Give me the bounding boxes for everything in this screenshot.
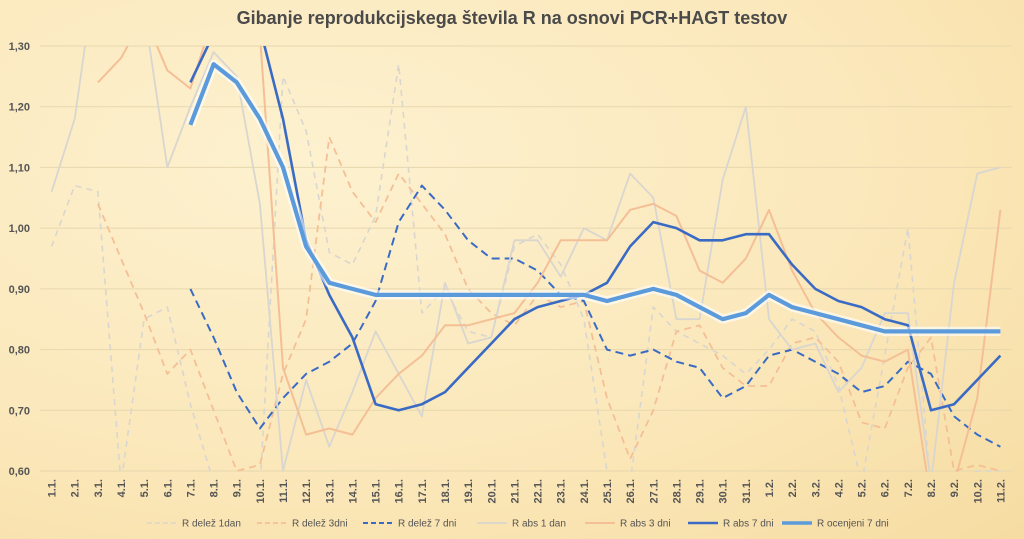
x-tick-label: 13.1. xyxy=(324,479,336,503)
series-line xyxy=(188,62,1001,334)
x-tick-label: 11.2. xyxy=(995,479,1007,503)
series-line xyxy=(97,136,1001,472)
x-tick-label: 5.1. xyxy=(139,479,151,497)
x-tick-label: 5.2. xyxy=(857,479,869,497)
grid-lines xyxy=(40,45,1012,472)
x-tick-label: 21.1. xyxy=(509,479,521,503)
series-line xyxy=(50,63,1001,472)
x-tick-label: 26.1. xyxy=(625,479,637,503)
x-tick-label: 17.1. xyxy=(417,479,429,503)
x-tick-label: 18.1. xyxy=(440,479,452,503)
series-line xyxy=(97,46,1002,472)
x-tick-label: 15.1. xyxy=(371,479,383,503)
x-tick-label: 1.1. xyxy=(47,479,59,497)
x-tick-label: 14.1. xyxy=(347,479,359,503)
y-tick-label: 0,70 xyxy=(9,405,30,417)
x-tick-label: 20.1. xyxy=(486,479,498,503)
x-tick-label: 3.2. xyxy=(810,479,822,497)
chart-title: Gibanje reprodukcijskega števila R na os… xyxy=(237,8,788,28)
x-tick-label: 29.1. xyxy=(695,479,707,503)
x-tick-label: 28.1. xyxy=(671,479,683,503)
x-tick-label: 16.1. xyxy=(394,479,406,503)
series-line-glow xyxy=(186,59,1001,336)
x-tick-label: 12.1. xyxy=(301,479,313,503)
x-tick-label: 6.2. xyxy=(880,479,892,497)
x-tick-label: 10.1. xyxy=(255,479,267,503)
series-line xyxy=(189,46,1002,412)
legend-label: R ocenjeni 7 dni xyxy=(817,519,889,530)
legend-label: R abs 3 dni xyxy=(620,519,671,530)
x-tick-label: 9.2. xyxy=(949,479,961,497)
y-tick-label: 1,10 xyxy=(9,162,30,174)
x-tick-label: 3.1. xyxy=(93,479,105,497)
legend-label: R abs 7 dni xyxy=(723,519,774,530)
x-tick-label: 4.1. xyxy=(116,479,128,497)
x-tick-label: 31.1. xyxy=(741,479,753,503)
series-line xyxy=(189,184,1001,448)
legend-label: R delež 1dan xyxy=(182,519,241,530)
x-tick-label: 25.1. xyxy=(602,479,614,503)
x-tick-label: 11.1. xyxy=(278,479,290,503)
legend-label: R delež 3dni xyxy=(292,519,348,530)
x-tick-label: 22.1. xyxy=(533,479,545,503)
x-tick-label: 8.2. xyxy=(926,479,938,497)
x-tick-label: 2.1. xyxy=(70,479,82,497)
x-tick-label: 23.1. xyxy=(556,479,568,503)
legend: R delež 1dan R delež 3dni R delež 7 dni R a… xyxy=(147,519,889,530)
y-tick-label: 0,90 xyxy=(9,284,30,296)
legend-label: R delež 7 dni xyxy=(398,519,456,530)
y-tick-label: 0,60 xyxy=(9,466,30,478)
y-tick-label: 1,20 xyxy=(9,102,30,114)
x-tick-label: 30.1. xyxy=(718,479,730,503)
x-tick-label: 4.2. xyxy=(833,479,845,497)
x-axis-ticks: 1.1. 2.1. 3.1. 4.1. 5.1. 6.1. 7.1. 8.1. 9.1. 10.1… xyxy=(47,479,1008,503)
series-lines xyxy=(50,46,1002,472)
x-tick-label: 10.2. xyxy=(972,479,984,503)
x-tick-label: 8.1. xyxy=(209,479,221,497)
x-tick-label: 9.1. xyxy=(232,479,244,497)
legend-label: R abs 1 dan xyxy=(512,519,566,530)
x-tick-label: 6.1. xyxy=(162,479,174,497)
x-tick-label: 2.2. xyxy=(787,479,799,497)
series-line xyxy=(50,46,1001,472)
x-tick-label: 24.1. xyxy=(579,479,591,503)
x-tick-label: 27.1. xyxy=(648,479,660,503)
y-tick-label: 1,00 xyxy=(9,223,30,235)
x-tick-label: 7.1. xyxy=(185,479,197,497)
y-tick-label: 0,80 xyxy=(9,345,30,357)
y-tick-label: 1,30 xyxy=(9,41,30,53)
x-tick-label: 7.2. xyxy=(903,479,915,497)
x-tick-label: 1.2. xyxy=(764,479,776,497)
x-tick-label: 19.1. xyxy=(463,479,475,503)
y-axis-ticks: 0,60 0,70 0,80 0,90 1,00 1,10 1,20 1,30 xyxy=(9,41,30,478)
